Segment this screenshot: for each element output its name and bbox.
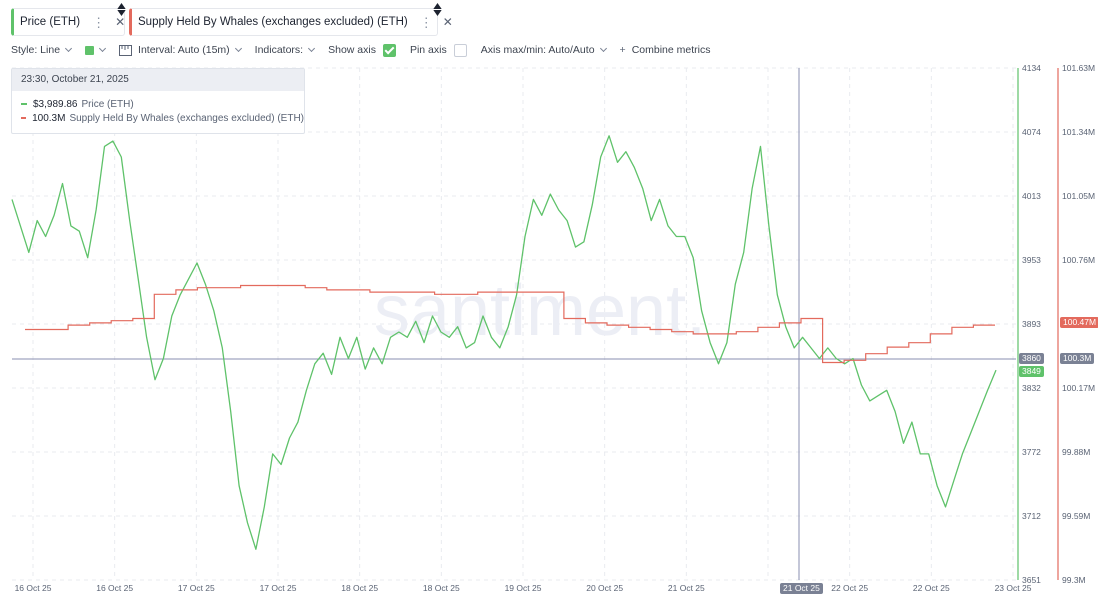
price-tick-label: 3712 bbox=[1022, 511, 1041, 521]
pin-axis-label: Pin axis bbox=[409, 44, 447, 56]
price-tick-label: 3893 bbox=[1022, 319, 1041, 329]
tooltip-date: 23:30, October 21, 2025 bbox=[12, 69, 304, 91]
price-tick-label: 3651 bbox=[1022, 575, 1041, 585]
indicators-label: Indicators: bbox=[254, 44, 304, 56]
price-series-line bbox=[11, 135, 997, 550]
metric-tab-price[interactable]: Price (ETH) ⋮ ✕ bbox=[11, 8, 125, 36]
style-dropdown[interactable]: Style: Line bbox=[11, 44, 73, 56]
x-tick-label: 17 Oct 25 bbox=[178, 583, 215, 593]
price-tick-label: 4134 bbox=[1022, 63, 1041, 73]
tooltip-supply-value: 100.3M bbox=[32, 112, 66, 124]
combine-metrics-button[interactable]: + Combine metrics bbox=[620, 44, 711, 56]
close-icon[interactable]: ✕ bbox=[115, 15, 126, 29]
supply-tick-label: 100.76M bbox=[1062, 255, 1095, 265]
supply-series-line bbox=[25, 284, 995, 364]
price-tick-label: 3832 bbox=[1022, 383, 1041, 393]
indicators-dropdown[interactable]: Indicators: bbox=[254, 44, 316, 56]
more-options-icon[interactable]: ⋮ bbox=[419, 14, 433, 30]
supply-tick-label: 101.05M bbox=[1062, 191, 1095, 201]
watermark: santiment. bbox=[374, 271, 706, 351]
checkbox-unchecked-icon[interactable] bbox=[453, 43, 467, 57]
more-options-icon[interactable]: ⋮ bbox=[92, 14, 106, 30]
tooltip-price-value: $3,989.86 bbox=[33, 98, 78, 110]
series-color-mark bbox=[21, 103, 27, 105]
x-tick-label: 23 Oct 25 bbox=[995, 583, 1032, 593]
color-swatch bbox=[85, 45, 95, 55]
supply-tick-label: 100.17M bbox=[1062, 383, 1095, 393]
axis-maxmin-label: Axis max/min: Auto/Auto bbox=[480, 44, 595, 56]
close-icon[interactable]: ✕ bbox=[442, 15, 453, 29]
metric-tab-label: Supply Held By Whales (exchanges exclude… bbox=[138, 16, 408, 28]
interval-label: Interval: Auto (15m) bbox=[138, 44, 230, 56]
interval-dropdown[interactable]: Interval: Auto (15m) bbox=[119, 44, 242, 56]
series-layer bbox=[11, 68, 1016, 580]
tooltip-price-name: Price (ETH) bbox=[81, 98, 134, 110]
show-axis-toggle[interactable]: Show axis bbox=[328, 43, 396, 57]
x-tick-label: 17 Oct 25 bbox=[260, 583, 297, 593]
price-tick-label: 4074 bbox=[1022, 127, 1041, 137]
axis-maxmin-dropdown[interactable]: Axis max/min: Auto/Auto bbox=[480, 44, 607, 56]
plus-icon: + bbox=[619, 44, 626, 56]
combine-label: Combine metrics bbox=[631, 44, 711, 56]
hover-supply-badge: 100.3M bbox=[1060, 353, 1095, 364]
x-tick-label: 21 Oct 25 bbox=[668, 583, 705, 593]
x-tick-label: 19 Oct 25 bbox=[505, 583, 542, 593]
x-tick-label: 22 Oct 25 bbox=[913, 583, 950, 593]
x-tick-label: 18 Oct 25 bbox=[423, 583, 460, 593]
metric-tab-label: Price (ETH) bbox=[20, 16, 81, 28]
hover-tooltip: 23:30, October 21, 2025 $3,989.86 Price … bbox=[11, 68, 305, 134]
drag-handle-icon[interactable] bbox=[117, 3, 126, 16]
metric-tab-whales[interactable]: Supply Held By Whales (exchanges exclude… bbox=[129, 8, 453, 36]
x-tick-label: 20 Oct 25 bbox=[586, 583, 623, 593]
hover-date-badge: 21 Oct 25 bbox=[780, 583, 823, 594]
price-tick-label: 4013 bbox=[1022, 191, 1041, 201]
x-tick-label: 16 Oct 25 bbox=[15, 583, 52, 593]
x-tick-label: 18 Oct 25 bbox=[341, 583, 378, 593]
show-axis-label: Show axis bbox=[328, 44, 376, 56]
supply-tick-label: 101.34M bbox=[1062, 127, 1095, 137]
supply-tick-label: 99.3M bbox=[1062, 575, 1086, 585]
color-dropdown[interactable] bbox=[85, 44, 107, 55]
price-tick-label: 3772 bbox=[1022, 447, 1041, 457]
tooltip-supply-name: Supply Held By Whales (exchanges exclude… bbox=[69, 112, 304, 124]
last-supply-badge: 100.47M bbox=[1060, 317, 1098, 328]
drag-handle-icon[interactable] bbox=[433, 3, 442, 16]
series-color-mark bbox=[21, 117, 27, 119]
supply-tick-label: 101.63M bbox=[1062, 63, 1095, 73]
tooltip-row-price: $3,989.86 Price (ETH) bbox=[12, 97, 304, 111]
hover-price-badge: 3860 bbox=[1019, 353, 1044, 364]
pin-axis-toggle[interactable]: Pin axis bbox=[409, 43, 467, 57]
style-label: Style: Line bbox=[11, 44, 61, 56]
supply-tick-label: 99.88M bbox=[1062, 447, 1090, 457]
ruler-icon bbox=[119, 44, 133, 56]
axes: 16 Oct 25 16 Oct 25 17 Oct 25 17 Oct 25 18 O… bbox=[15, 63, 1096, 593]
tooltip-row-supply: 100.3M Supply Held By Whales (exchanges … bbox=[12, 111, 304, 125]
price-tick-label: 3953 bbox=[1022, 255, 1041, 265]
grid-lines bbox=[12, 67, 1016, 581]
checkbox-checked-icon[interactable] bbox=[382, 43, 396, 57]
x-tick-label: 16 Oct 25 bbox=[96, 583, 133, 593]
last-price-badge: 3849 bbox=[1019, 366, 1044, 377]
chart-toolbar: Style: Line Interval: Auto (15m) Indicat… bbox=[11, 43, 724, 57]
x-tick-label: 22 Oct 25 bbox=[831, 583, 868, 593]
supply-tick-label: 99.59M bbox=[1062, 511, 1090, 521]
